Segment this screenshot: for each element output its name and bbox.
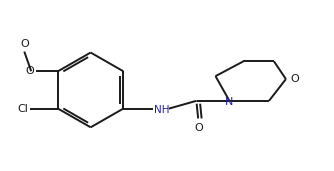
Text: O: O (195, 123, 203, 133)
Text: O: O (25, 66, 34, 76)
Text: Cl: Cl (17, 104, 28, 114)
Text: O: O (20, 39, 29, 49)
Text: N: N (225, 97, 233, 107)
Text: O: O (291, 74, 300, 84)
Text: NH: NH (154, 105, 170, 115)
